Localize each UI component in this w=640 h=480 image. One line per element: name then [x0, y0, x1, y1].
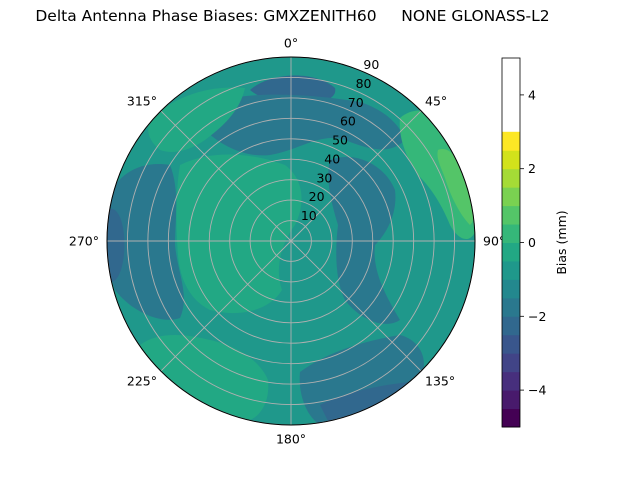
colorbar-segment	[502, 131, 520, 151]
azimuth-tick-label: 270°	[69, 234, 99, 249]
azimuth-tick-label: 45°	[425, 93, 447, 108]
contour-region-east-band	[328, 156, 400, 324]
polar-grid	[106, 56, 476, 426]
colorbar-segment	[502, 260, 520, 280]
radial-tick-label: 40	[324, 151, 340, 166]
colorbar-tick-label: −4	[528, 383, 546, 398]
azimuth-tick-label: 0°	[284, 36, 298, 51]
azimuth-tick-label: 135°	[425, 374, 455, 389]
azimuth-grid-line	[290, 240, 422, 372]
colorbar-segment	[502, 353, 520, 373]
colorbar-tick-label: −2	[528, 309, 546, 324]
radial-tick-label: 20	[309, 189, 325, 204]
azimuth-grid-line	[290, 110, 422, 242]
contour-region-southeast-edge	[320, 382, 410, 425]
colorbar-segment	[502, 242, 520, 262]
chart-title: Delta Antenna Phase Biases: GMXZENITH60 …	[35, 7, 550, 25]
colorbar-segment	[502, 168, 520, 188]
contour-region-west-band	[107, 164, 184, 320]
colorbar-segment	[502, 371, 520, 391]
radial-tick-label: 90	[363, 57, 379, 72]
radial-tick-label: 60	[340, 114, 356, 129]
colorbar-segment	[502, 316, 520, 336]
colorbar-segment	[502, 187, 520, 207]
contour-region-west-edge	[107, 208, 125, 282]
polar-frame	[106, 56, 476, 426]
colorbar-segment	[502, 297, 520, 317]
contour-region-northeast-peak	[437, 149, 474, 225]
colorbar-segment	[502, 334, 520, 354]
radial-tick-label: 80	[356, 76, 372, 91]
colorbar-segment	[502, 390, 520, 410]
azimuth-tick-label: 180°	[276, 432, 306, 447]
colorbar-tick-label: 2	[528, 161, 536, 176]
azimuth-grid-line	[160, 240, 292, 372]
colorbar-segment	[502, 408, 520, 428]
radial-tick-label: 30	[316, 170, 332, 185]
colorbar-segment	[502, 224, 520, 243]
colorbar-segment	[502, 279, 520, 299]
contour-region-southwest-high	[139, 335, 269, 420]
azimuth-tick-label: 315°	[127, 93, 157, 108]
colorbar-segment	[502, 205, 520, 225]
colorbar-segment	[502, 150, 520, 170]
azimuth-tick-label: 225°	[127, 374, 157, 389]
colorbar: 4 2 0 −2 −4 Bias (mm)	[501, 57, 569, 428]
contour-region-northwest-high	[148, 87, 245, 152]
radial-tick-label: 10	[301, 208, 317, 223]
radial-tick-label: 70	[348, 95, 364, 110]
contour-region-center-high	[176, 154, 302, 314]
colorbar-tick-label: 0	[528, 235, 536, 250]
radial-tick-label: 50	[332, 133, 348, 148]
colorbar-label: Bias (mm)	[554, 210, 569, 274]
azimuth-grid-line	[160, 110, 292, 242]
contour-region-north-center-band	[200, 94, 405, 156]
colorbar-tick-label: 4	[528, 87, 536, 102]
azimuth-tick-label: 90°	[483, 234, 505, 249]
